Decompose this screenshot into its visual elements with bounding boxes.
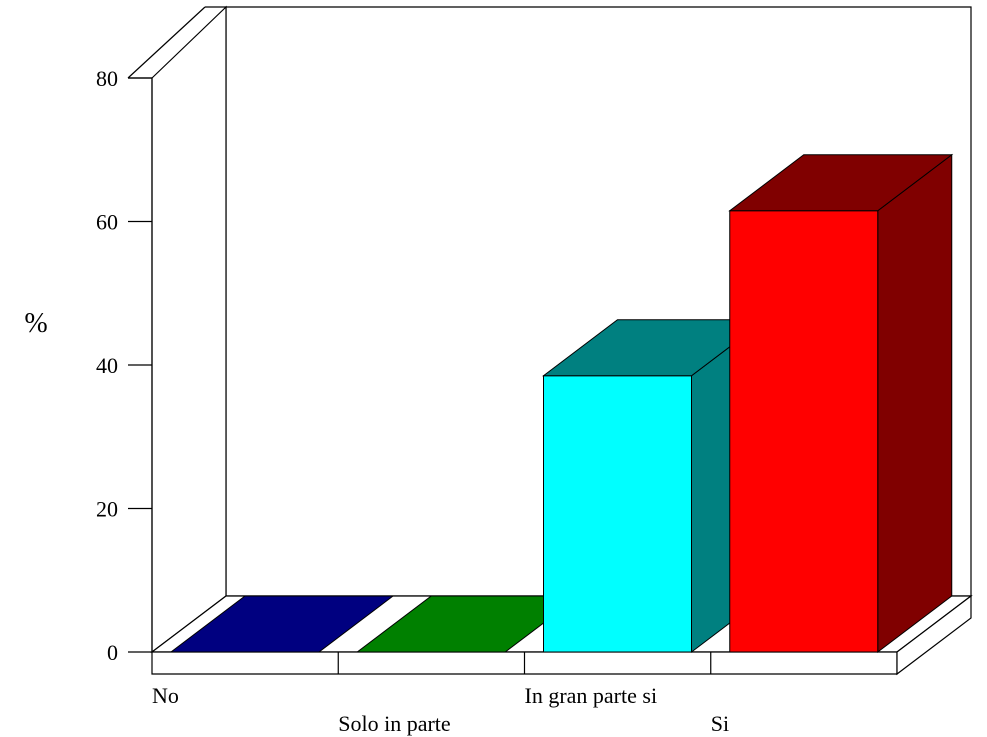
y-axis-label: % <box>24 308 47 339</box>
x-tick-label: Si <box>711 711 729 736</box>
bar-top <box>728 154 954 212</box>
y-axis-ticks: 0 20 40 60 80 <box>96 66 152 665</box>
bar-side <box>877 153 953 654</box>
x-tick-label: No <box>152 683 179 708</box>
bar <box>543 375 692 653</box>
floor-right-edge <box>896 594 972 676</box>
y-tick-label: 20 <box>96 497 118 522</box>
y-tick-label: 40 <box>96 353 118 378</box>
x-tick-label: In gran parte si <box>525 683 658 708</box>
top-left-diagonal <box>127 6 206 79</box>
y-tick-label: 80 <box>96 66 118 91</box>
y-tick-label: 0 <box>107 640 118 665</box>
bar <box>729 210 879 653</box>
bar-top <box>169 595 395 653</box>
x-tick-label: Solo in parte <box>338 711 450 736</box>
x-axis-labels: No Solo in parte In gran parte si Si <box>152 683 729 736</box>
left-wall <box>151 5 227 654</box>
bars <box>169 153 954 674</box>
y-tick-label: 60 <box>96 210 118 235</box>
